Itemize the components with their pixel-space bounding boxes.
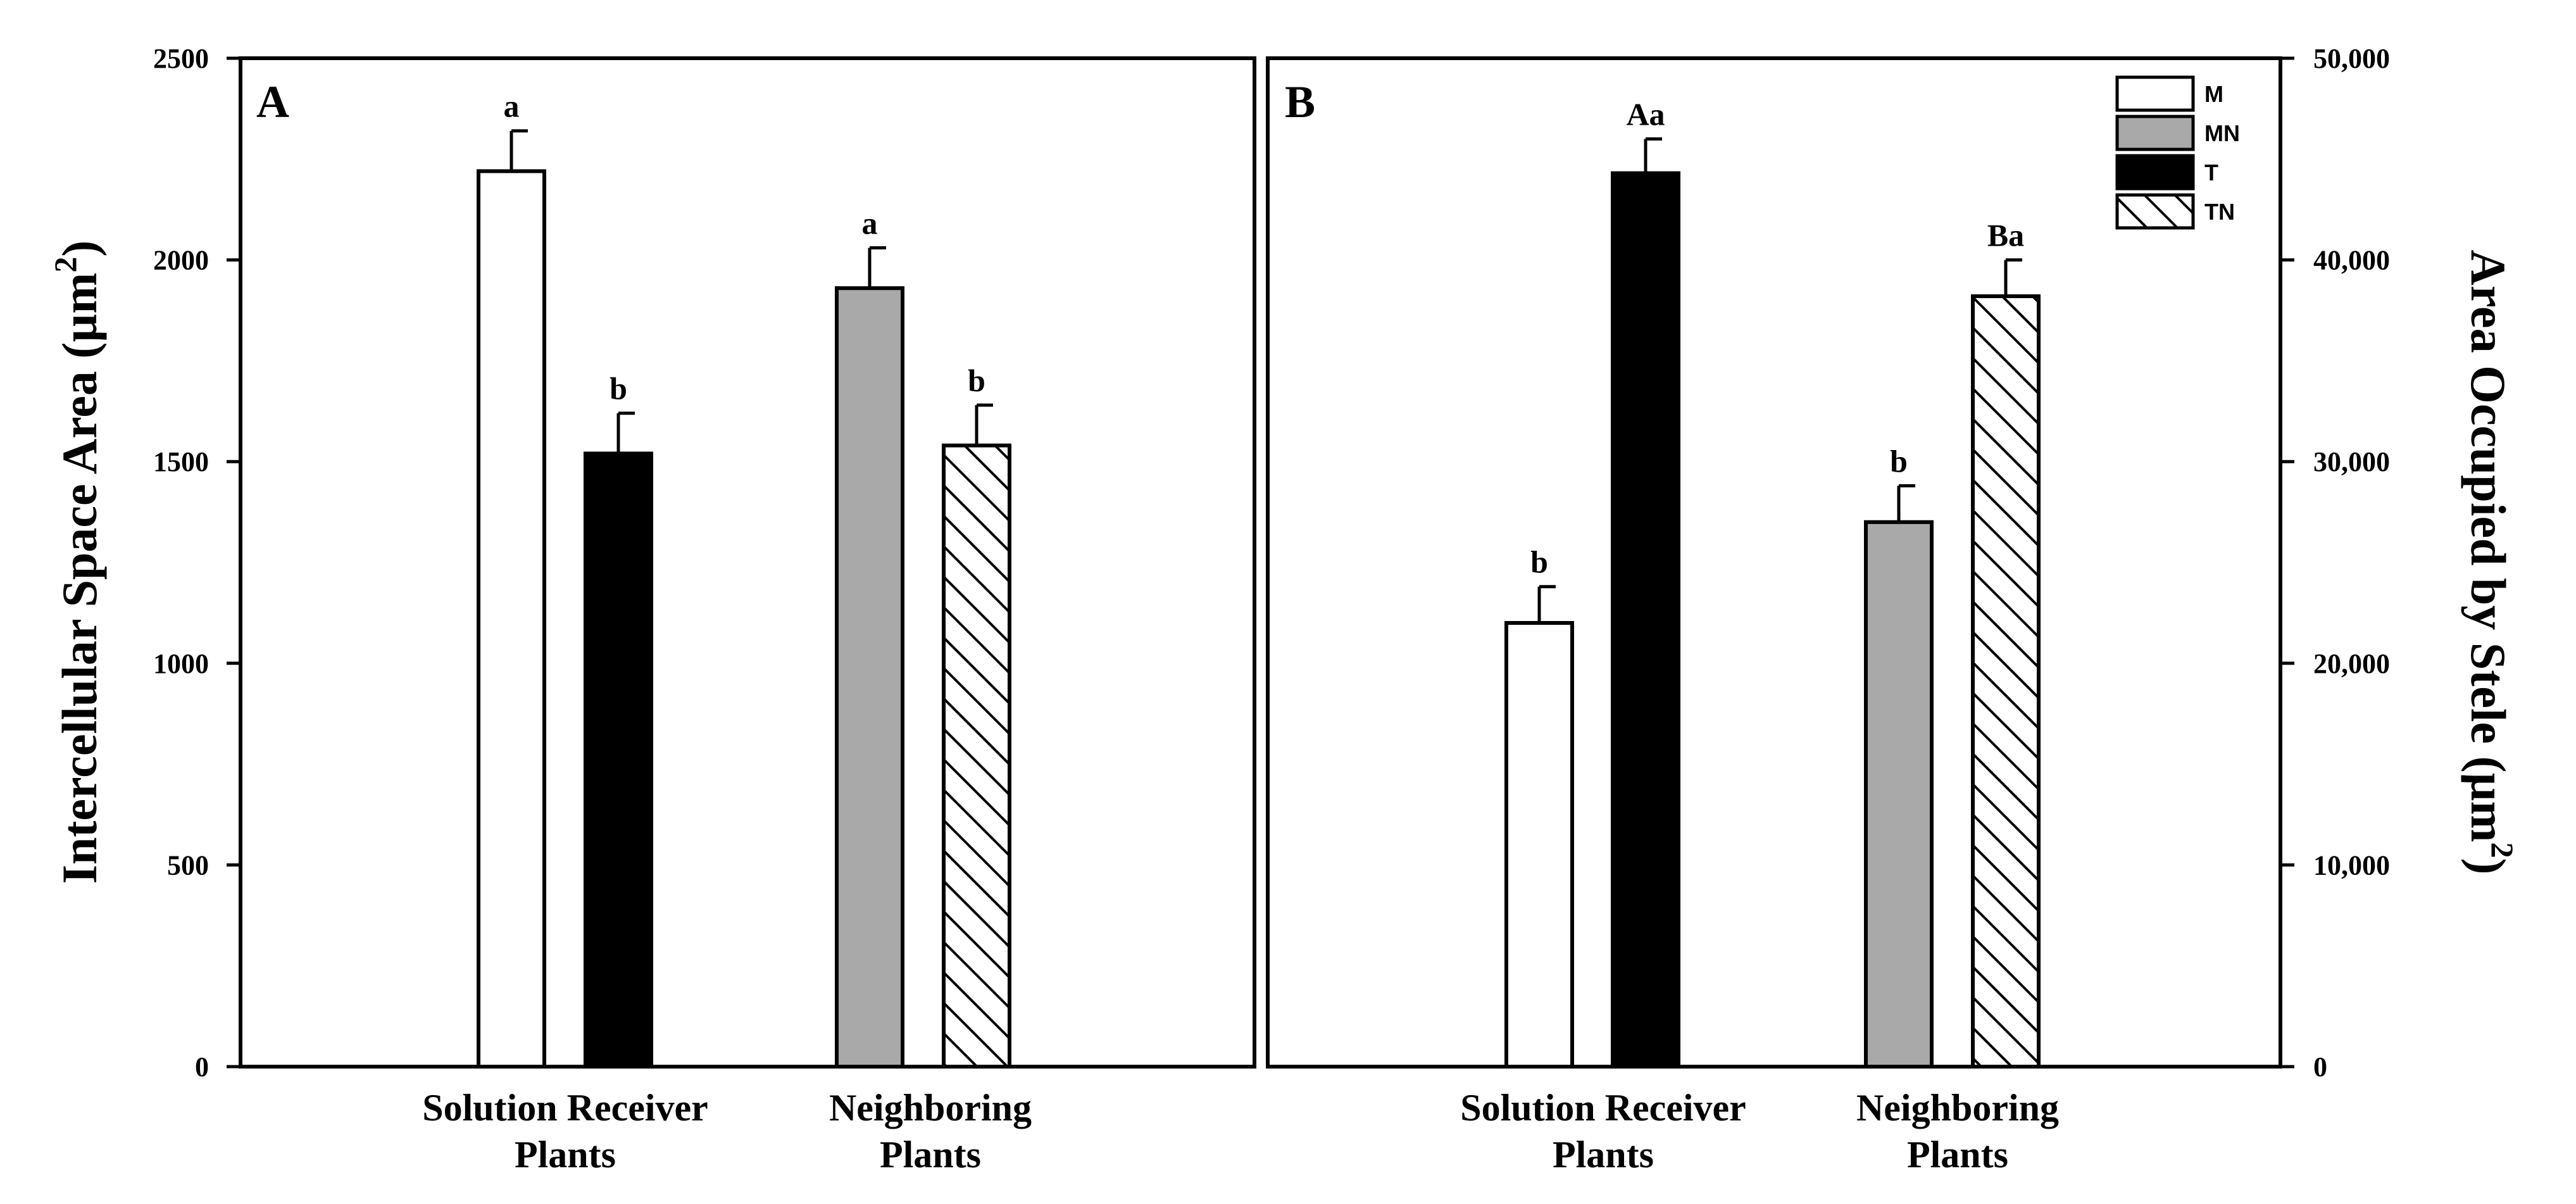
category-label: Neighboring Plants xyxy=(829,1087,1032,1176)
panel-a-y-axis: 0 500 1000 1500 2000 2500 xyxy=(153,43,241,1082)
bar-t xyxy=(584,451,653,1069)
y-tick-label: 2000 xyxy=(153,245,209,276)
legend-swatch-tn xyxy=(2115,193,2195,230)
panel-a-y-axis-title: Intercellular Space Area (µm2) xyxy=(47,241,107,884)
panel-b-bars: b Aa b Ba xyxy=(1504,96,2041,1069)
panel-a-x-axis: Solution Receiver Plants Neighboring Plants xyxy=(422,1087,1032,1176)
y-tick-label: 50,000 xyxy=(2313,43,2390,74)
panel-a-label: A xyxy=(256,77,289,127)
legend-label: T xyxy=(2204,160,2218,185)
legend-label: TN xyxy=(2204,199,2235,225)
y-tick-label: 20,000 xyxy=(2313,648,2390,679)
significance-label: Aa xyxy=(1626,96,1665,132)
significance-label: b xyxy=(968,363,985,398)
bar-m xyxy=(477,169,546,1069)
bar-tn xyxy=(942,443,1011,1069)
panel-b-frame xyxy=(1266,56,2282,1069)
bar-m xyxy=(1504,621,1574,1069)
y-tick-label: 500 xyxy=(167,850,209,881)
panel-a: A 0 500 1000 1500 2000 2500 a b a b Solution Rec… xyxy=(47,43,1256,1176)
legend-label: M xyxy=(2204,81,2223,107)
y-tick-label: 0 xyxy=(2313,1051,2327,1082)
y-tick-label: 1500 xyxy=(153,446,209,477)
significance-label: b xyxy=(610,371,627,406)
category-label: Solution Receiver Plants xyxy=(422,1087,708,1176)
legend-swatch-t xyxy=(2115,154,2195,191)
legend: M MN T TN xyxy=(2115,75,2240,230)
bar-mn xyxy=(1864,520,1934,1069)
significance-label: b xyxy=(1890,443,1908,479)
bar-t xyxy=(1611,171,1680,1069)
y-tick-label: 0 xyxy=(195,1051,209,1082)
panel-a-frame xyxy=(239,56,1256,1069)
y-tick-label: 2500 xyxy=(153,43,209,74)
bar-tn xyxy=(1971,294,2041,1069)
significance-label: a xyxy=(504,89,520,124)
legend-label: MN xyxy=(2204,120,2240,146)
panel-b-label: B xyxy=(1285,77,1315,127)
category-label: Neighboring Plants xyxy=(1856,1087,2059,1176)
bar-mn xyxy=(835,286,904,1069)
panel-b-x-axis: Solution Receiver Plants Neighboring Plants xyxy=(1460,1087,2059,1176)
panel-a-bars: a b a b xyxy=(477,89,1011,1069)
y-tick-label: 30,000 xyxy=(2313,446,2390,477)
significance-label: Ba xyxy=(1987,218,2024,253)
y-tick-label: 10,000 xyxy=(2313,850,2390,881)
category-label: Solution Receiver Plants xyxy=(1460,1087,1746,1176)
significance-label: a xyxy=(862,205,878,241)
y-tick-label: 1000 xyxy=(153,648,209,679)
legend-swatch-mn xyxy=(2115,115,2195,151)
significance-label: b xyxy=(1530,544,1548,580)
y-tick-label: 40,000 xyxy=(2313,245,2390,276)
legend-swatch-m xyxy=(2115,75,2195,112)
panel-b-y-axis: 0 10,000 20,000 30,000 40,000 50,000 xyxy=(2280,43,2390,1082)
panel-b: B 0 10,000 20,000 30,000 40,000 50,000 b Aa b Ba… xyxy=(1266,43,2520,1176)
panel-b-y-axis-title: Area Occupied by Stele (µm2) xyxy=(2461,249,2520,874)
